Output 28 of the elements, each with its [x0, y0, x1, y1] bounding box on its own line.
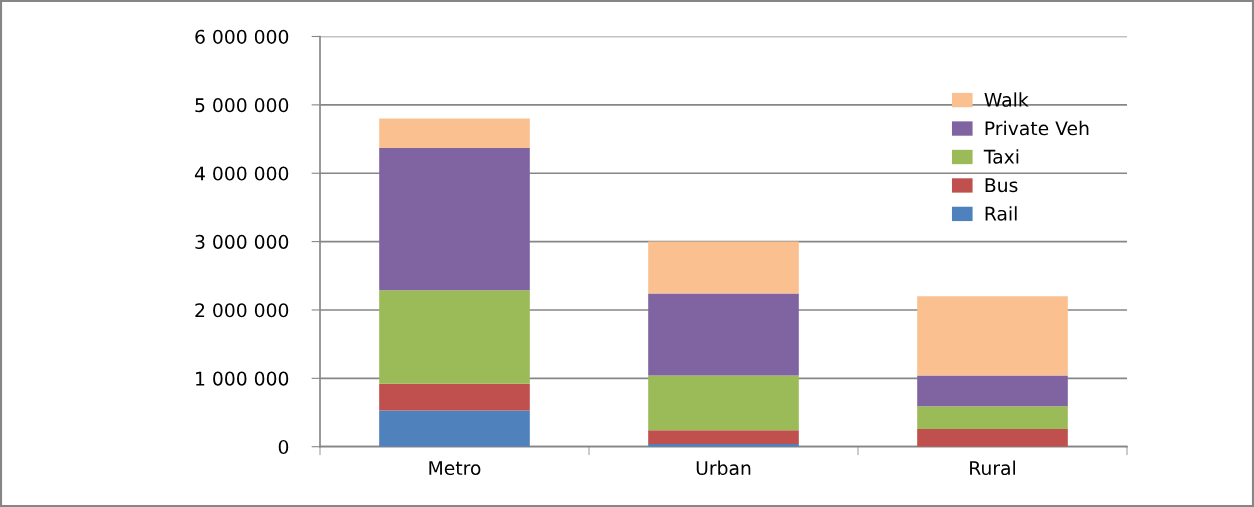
- x-tick-label: Metro: [429, 461, 481, 476]
- bar: [917, 428, 1068, 447]
- y-tick-label: 0: [278, 439, 289, 455]
- bar: [917, 406, 1068, 429]
- bar: [648, 293, 799, 376]
- legend-label: Taxi: [983, 149, 1019, 164]
- bar: [648, 241, 799, 294]
- bar: [648, 430, 799, 444]
- legend-label: Private Veh: [985, 120, 1089, 136]
- legend-label: Rail: [985, 206, 1017, 221]
- bar: [379, 410, 530, 447]
- bar: [648, 375, 799, 431]
- bar: [379, 290, 530, 384]
- x-tick-label: Rural: [970, 460, 1015, 476]
- bar: [917, 375, 1068, 407]
- bar: [379, 118, 530, 148]
- x-tick-label: Urban: [696, 460, 751, 476]
- y-tick-label: 5 000 000: [195, 98, 289, 113]
- y-tick-label: 6 000 000: [195, 29, 289, 44]
- bar: [379, 383, 530, 411]
- y-tick-label: 4 000 000: [194, 166, 289, 181]
- y-tick-label: 3 000 000: [195, 234, 289, 249]
- legend-label: Bus: [985, 178, 1018, 193]
- bar: [379, 147, 530, 291]
- y-tick-label: 2 000 000: [195, 303, 289, 318]
- y-tick-label: 1 000 000: [196, 371, 289, 386]
- legend-label: Walk: [984, 92, 1029, 107]
- bar: [917, 296, 1068, 376]
